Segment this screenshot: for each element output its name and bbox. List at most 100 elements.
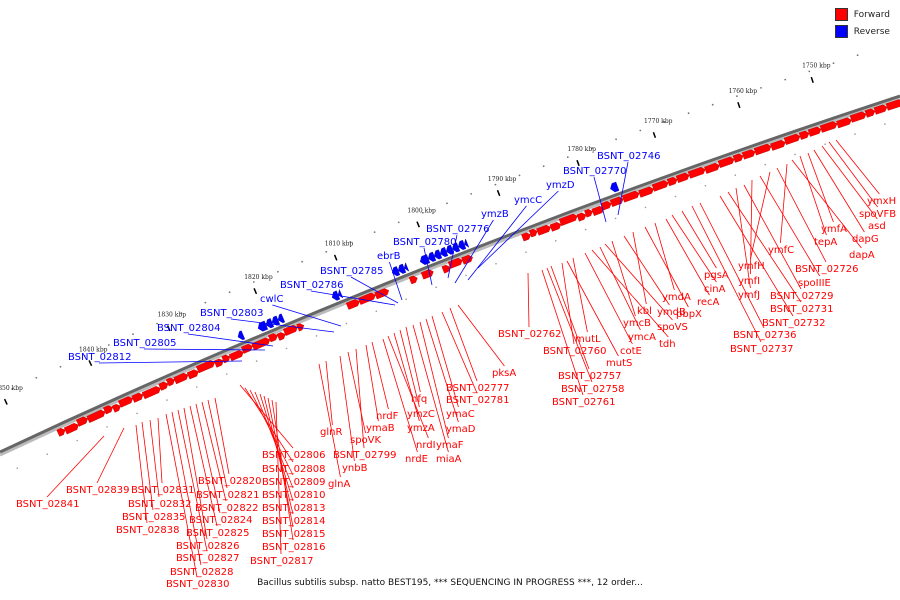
lower-dot	[704, 185, 707, 187]
scale-dot	[808, 70, 811, 73]
forward-gene-label: ymaB	[366, 423, 395, 434]
lower-dot	[525, 251, 527, 253]
scale-dot	[325, 250, 328, 253]
forward-gene-leader	[735, 187, 751, 289]
forward-gene-arrow	[56, 427, 66, 437]
forward-gene-leader	[141, 421, 154, 511]
reverse-gene-label: BSNT_02804	[157, 323, 220, 334]
reverse-gene-leader	[593, 176, 607, 223]
forward-gene-arrow	[228, 349, 244, 362]
forward-gene-label: BSNT_02760	[543, 346, 606, 357]
forward-gene-leader	[271, 399, 294, 541]
scale-dot	[784, 78, 787, 81]
forward-gene-label: BSNT_02781	[446, 395, 509, 406]
scale-dot	[252, 281, 255, 283]
forward-gene-leader	[807, 152, 834, 223]
forward-gene-leader	[550, 265, 590, 370]
forward-gene-label: recA	[697, 297, 720, 308]
forward-gene-arrow	[158, 381, 169, 391]
scale-tick-label: 1770 kbp	[644, 118, 673, 125]
forward-gene-label: cinA	[704, 284, 726, 295]
forward-gene-label: tepA	[814, 237, 837, 248]
forward-gene-arrow	[600, 201, 612, 211]
scale-tick-label: 1800 kbp	[407, 207, 436, 214]
forward-gene-leader	[387, 335, 429, 439]
scale-tick	[496, 189, 501, 197]
forward-gene-arrow	[576, 212, 587, 222]
forward-gene-leader	[611, 240, 636, 317]
lower-dot	[824, 143, 826, 145]
scale-dot	[422, 211, 424, 214]
forward-gene-arrow	[819, 121, 838, 133]
forward-gene-arrow	[798, 130, 810, 140]
scale-tick	[3, 398, 8, 405]
forward-gene-label: BSNT_02732	[762, 318, 825, 329]
lower-dot	[196, 386, 198, 388]
scale-dot	[228, 291, 231, 294]
scale-tick-label: 1850 kbp	[0, 385, 23, 392]
forward-gene-arrow	[609, 196, 624, 207]
forward-gene-label: BSNT_02820	[198, 476, 261, 487]
forward-gene-leader	[821, 145, 878, 220]
reverse-gene-leader	[447, 234, 458, 279]
forward-gene-label: spoVS	[657, 322, 688, 333]
scale-dot	[615, 138, 617, 141]
forward-gene-leader	[405, 326, 421, 393]
forward-gene-leader	[699, 202, 765, 329]
forward-gene-leader	[96, 427, 125, 484]
forward-gene-arrow	[704, 162, 720, 174]
forward-gene-leader	[214, 397, 230, 475]
forward-gene-label: BSNT_02726	[795, 264, 858, 275]
forward-gene-label: BSNT_02731	[770, 304, 833, 315]
reverse-gene-arrow	[610, 181, 620, 193]
forward-gene-leader	[671, 214, 717, 283]
reverse-gene-label: ymcC	[514, 195, 542, 206]
forward-gene-arrow	[420, 269, 434, 280]
forward-gene-label: spoVK	[350, 435, 382, 446]
forward-gene-leader	[780, 163, 788, 244]
reverse-gene-label: BSNT_02780	[393, 237, 456, 248]
lower-dot	[375, 310, 378, 313]
forward-gene-leader	[546, 267, 593, 383]
scale-dot	[856, 54, 859, 57]
scale-tick-label: 1780 kbp	[568, 146, 597, 153]
reverse-gene-leader	[350, 276, 399, 304]
forward-gene-arrow	[75, 416, 88, 427]
forward-gene-label: ymfA	[821, 224, 847, 235]
reverse-gene-label: ymzB	[481, 209, 509, 220]
reverse-gene-arrow	[439, 247, 449, 258]
lower-dot	[76, 439, 78, 442]
reverse-gene-label: BSNT_02812	[68, 352, 131, 363]
lower-dot	[166, 399, 168, 401]
reverse-gene-label: BSNT_02805	[113, 338, 176, 349]
scale-dot	[832, 62, 835, 65]
forward-gene-label: BSNT_02815	[262, 529, 325, 540]
backbone	[0, 94, 900, 454]
forward-gene-label: BSNT_02827	[176, 553, 239, 564]
legend-reverse-label: Reverse	[853, 26, 890, 37]
forward-gene-label: ymaC	[446, 409, 475, 420]
forward-gene-leader	[799, 155, 827, 236]
reverse-gene-leader	[143, 348, 266, 351]
forward-gene-label: ymfC	[768, 245, 794, 256]
lower-dot	[315, 335, 318, 337]
forward-gene-leader	[165, 413, 198, 578]
forward-gene-label: BSNT_02839	[66, 485, 129, 496]
lower-dot	[884, 123, 886, 125]
forward-gene-label: ymaD	[446, 424, 476, 435]
reverse-gene-leader	[477, 190, 559, 269]
reverse-gene-arrow	[331, 290, 341, 301]
forward-gene-label: BSNT_02831	[131, 485, 194, 496]
forward-gene-arrow	[753, 143, 772, 156]
lower-dot	[644, 206, 647, 209]
scale-dot	[204, 301, 207, 304]
forward-gene-label: BSNT_02814	[262, 516, 325, 527]
forward-gene-arrow	[173, 372, 189, 385]
forward-gene-label: BSNT_02832	[128, 499, 191, 510]
forward-gene-label: glnA	[328, 479, 350, 490]
forward-gene-label: nrdI	[416, 440, 436, 451]
forward-gene-arrow	[276, 332, 286, 341]
scale-dot	[35, 376, 38, 379]
forward-gene-label: BSNT_02810	[262, 490, 325, 501]
